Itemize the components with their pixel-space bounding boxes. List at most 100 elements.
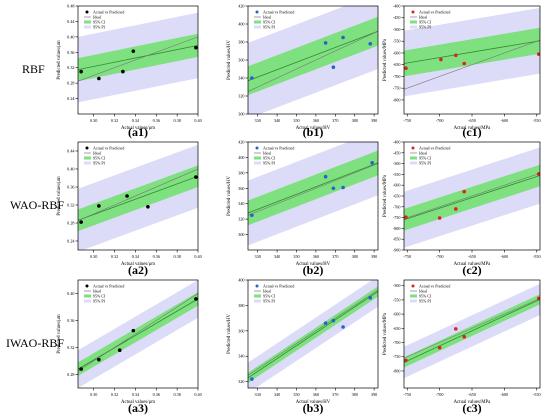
chart-panel-b2: 330 340 350 360 370 380 390 300 320 340 360 380 400 4… [227,140,379,267]
data-point-2 [125,194,129,198]
panel-caption-a3: (a3) [128,401,148,415]
x-tick-label: 0.32 [111,254,118,259]
data-point-3 [462,335,467,339]
fit-line [248,162,378,214]
legend-label-pi: 95% PI [419,160,432,165]
legend-label-pi: 95% PI [263,160,276,165]
ideal-line [78,36,198,82]
y-tick-label: -550 [393,39,401,44]
data-point-4 [194,45,198,50]
legend-label-ideal: Ideal [93,288,102,293]
legend-label-scatter: Actual vs Predicted [419,9,450,14]
x-axis-label: Actual values/HV [296,126,331,131]
chart-panel-a1: 0.30 0.32 0.34 0.36 0.38 0.40 0.24 0.28 0.32 0.36… [57,4,202,132]
data-point-4 [536,296,540,301]
chart-panel-b3: 330 340 350 360 370 380 390 320 340 360 380 400 Actu… [227,278,379,405]
y-tick-label: 360 [238,58,244,63]
legend-label-pi: 95% PI [263,24,276,29]
x-tick-label: 360 [313,254,319,259]
y-tick-label: 320 [238,94,244,99]
x-tick-label: 380 [352,118,358,123]
y-tick-label: -500 [393,27,401,32]
y-tick-label: 320 [238,379,244,384]
x-tick-label: -750 [403,118,411,123]
y-tick-label: -800 [393,97,401,102]
data-point-0 [250,76,254,80]
legend-pi-swatch [254,25,261,29]
x-tick-label: 340 [274,392,280,397]
y-tick-label: 340 [238,354,244,359]
legend-pi-swatch [84,161,91,165]
x-tick-label: -550 [533,392,541,397]
y-tick-label: -850 [393,237,401,242]
y-tick-label: -600 [393,183,401,188]
x-axis-label: Actual values/MPa [454,400,492,405]
data-point-4 [194,175,198,179]
legend-marker [411,10,415,14]
legend-label-ci: 95% CI [419,19,432,24]
ideal-line [248,163,378,216]
legend-ci-swatch [254,156,261,160]
legend-label-pi: 95% PI [93,24,106,29]
legend-label-ci: 95% CI [93,155,106,160]
legend-label-ideal: Ideal [263,288,272,293]
legend-ci-swatch [410,294,417,298]
data-point-0 [250,377,254,381]
data-point-3 [341,35,345,40]
data-point-4 [368,295,373,300]
x-tick-label: 330 [255,254,261,259]
y-tick-label: -750 [393,354,401,359]
data-point-3 [131,328,136,333]
x-tick-label: 350 [293,254,299,259]
y-tick-label: -650 [393,194,401,199]
y-tick-label: 0.28 [67,372,74,377]
x-tick-label: 0.38 [173,118,180,123]
panel-caption-a2: (a2) [128,263,148,277]
y-axis-label: Predicted values/HV [227,40,232,80]
y-tick-label: 340 [238,76,244,81]
y-tick-label: 0.40 [67,34,74,39]
y-tick-label: -600 [393,50,401,55]
y-tick-label: 0.24 [67,239,75,244]
y-tick-label: 0.32 [67,203,74,208]
data-point-2 [331,318,336,323]
x-tick-label: 350 [293,118,299,123]
y-axis-label: Predicted values/HV [227,314,232,354]
y-tick-label: 0.40 [67,291,74,296]
plot-frame [77,279,199,389]
y-tick-label: 0.48 [67,4,74,9]
y-tick-label: 380 [238,170,244,175]
y-axis-label: Predicted values/μm [57,314,62,353]
x-tick-label: 380 [352,254,358,259]
y-tick-label: -600 [393,312,401,317]
data-point-3 [131,49,136,53]
data-point-0 [250,213,254,218]
data-point-2 [454,327,458,331]
x-tick-label: 390 [371,392,377,397]
y-tick-label: -750 [393,215,401,220]
x-axis-label: Actual values/μm [121,126,155,131]
fit-line [78,44,198,71]
x-tick-label: -650 [468,118,476,123]
y-axis-label: Predicted values/HV [227,176,232,216]
panel-caption-a1: (a1) [128,125,148,139]
legend-marker [411,284,415,288]
plot-frame [77,141,199,251]
panel-caption-c1: (c1) [462,125,481,139]
y-tick-label: -500 [393,161,401,166]
x-tick-label: -750 [403,254,411,259]
panel-caption-c3: (c3) [462,401,481,415]
legend-pi-swatch [254,299,261,303]
x-tick-label: 390 [371,118,377,123]
chart-panel-a3: 0.30 0.32 0.34 0.36 0.38 0.40 0.28 0.32 0.36 0.40… [57,279,202,405]
y-tick-label: 340 [238,201,244,206]
legend-label-ideal: Ideal [419,150,428,155]
x-tick-label: 0.32 [111,118,118,123]
y-tick-label: -800 [393,368,401,373]
x-tick-label: -550 [533,254,541,259]
data-point-0 [404,358,408,363]
y-tick-label: -700 [393,204,401,209]
